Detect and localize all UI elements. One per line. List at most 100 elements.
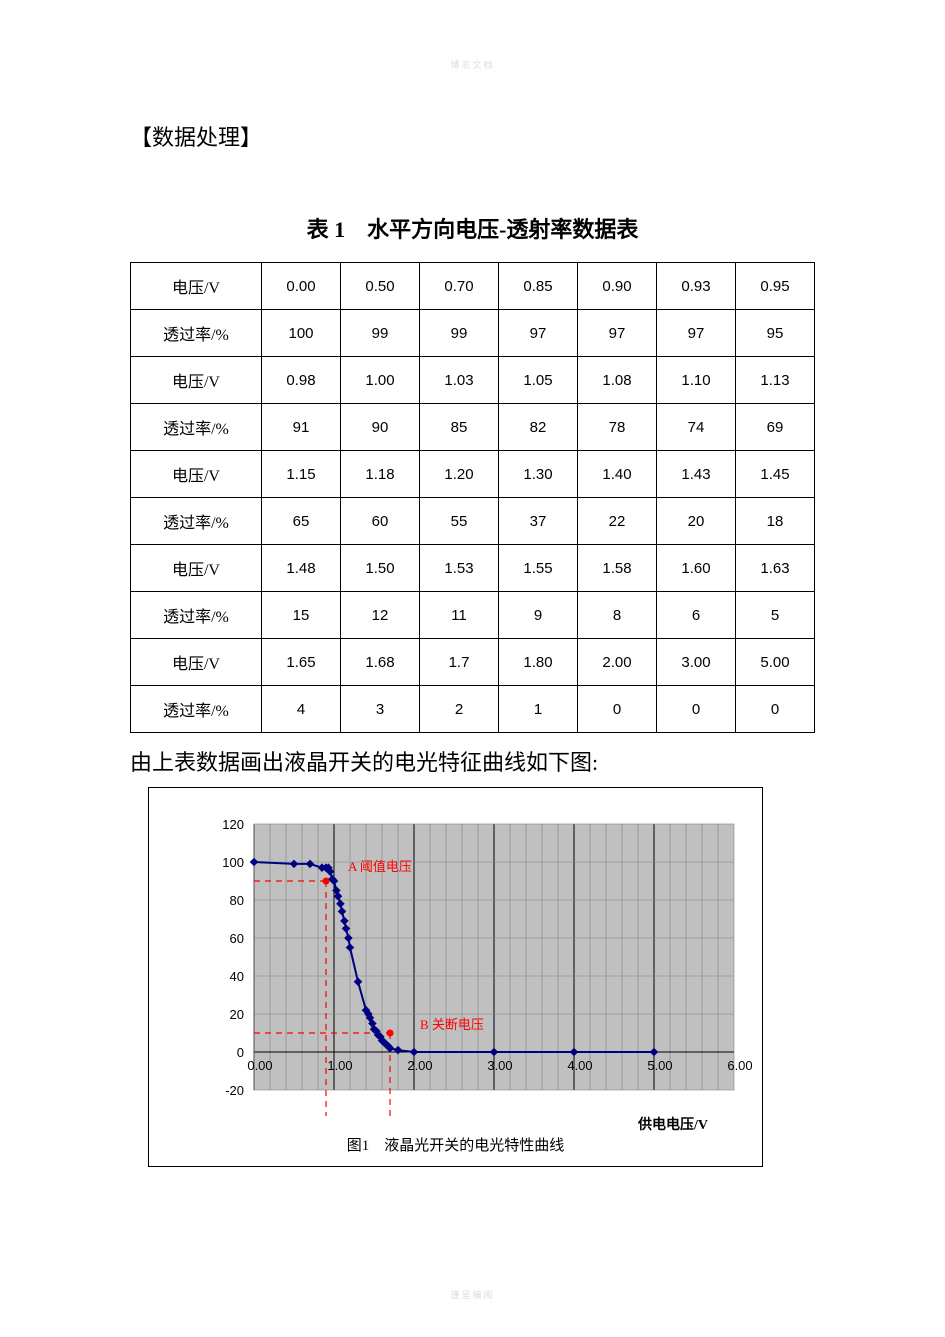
- table-cell: 11: [420, 592, 499, 639]
- table-cell: 1.03: [420, 357, 499, 404]
- svg-text:100: 100: [222, 855, 244, 870]
- table-cell: 0: [736, 686, 815, 733]
- svg-text:4.00: 4.00: [567, 1058, 592, 1073]
- svg-text:120: 120: [222, 817, 244, 832]
- row-header-voltage: 电压/V: [131, 357, 262, 404]
- table-cell: 0.70: [420, 263, 499, 310]
- table-cell: 1.50: [341, 545, 420, 592]
- chart-svg: -20 0 20 40 60 80 100 120 0.00 1.00 2.00 3.00 4.00 5.…: [149, 788, 763, 1167]
- table-cell: 100: [262, 310, 341, 357]
- table-cell: 95: [736, 310, 815, 357]
- svg-text:40: 40: [230, 969, 244, 984]
- chart-caption: 图1 液晶光开关的电光特性曲线: [149, 1134, 762, 1155]
- svg-text:2.00: 2.00: [407, 1058, 432, 1073]
- svg-text:20: 20: [230, 1007, 244, 1022]
- table-cell: 90: [341, 404, 420, 451]
- watermark-top: 博志文档: [0, 58, 945, 71]
- table-cell: 4: [262, 686, 341, 733]
- table-cell: 55: [420, 498, 499, 545]
- row-header-voltage: 电压/V: [131, 263, 262, 310]
- table-cell: 0.98: [262, 357, 341, 404]
- table-cell: 1.60: [657, 545, 736, 592]
- table-cell: 1.80: [499, 639, 578, 686]
- chart-container: -20 0 20 40 60 80 100 120 0.00 1.00 2.00 3.00 4.00 5.…: [148, 787, 763, 1167]
- table-cell: 99: [341, 310, 420, 357]
- table-cell: 0: [657, 686, 736, 733]
- svg-text:-20: -20: [225, 1083, 244, 1098]
- table-cell: 8: [578, 592, 657, 639]
- table-cell: 0: [578, 686, 657, 733]
- table-cell: 0.95: [736, 263, 815, 310]
- row-header-trans: 透过率/%: [131, 592, 262, 639]
- svg-text:80: 80: [230, 893, 244, 908]
- table-cell: 1.13: [736, 357, 815, 404]
- figure-intro: 由上表数据画出液晶开关的电光特征曲线如下图:: [130, 745, 815, 777]
- svg-text:B 关断电压: B 关断电压: [420, 1017, 484, 1032]
- table-cell: 0.00: [262, 263, 341, 310]
- table-cell: 1.15: [262, 451, 341, 498]
- table-cell: 9: [499, 592, 578, 639]
- table-cell: 0.90: [578, 263, 657, 310]
- table-cell: 69: [736, 404, 815, 451]
- svg-text:1.00: 1.00: [327, 1058, 352, 1073]
- table-cell: 1.55: [499, 545, 578, 592]
- table-cell: 1.30: [499, 451, 578, 498]
- table-cell: 2: [420, 686, 499, 733]
- row-header-voltage: 电压/V: [131, 639, 262, 686]
- svg-text:A 阈值电压: A 阈值电压: [348, 859, 412, 874]
- table-cell: 85: [420, 404, 499, 451]
- table-cell: 1.7: [420, 639, 499, 686]
- row-header-trans: 透过率/%: [131, 404, 262, 451]
- table-cell: 2.00: [578, 639, 657, 686]
- svg-text:5.00: 5.00: [647, 1058, 672, 1073]
- table-cell: 99: [420, 310, 499, 357]
- table-cell: 18: [736, 498, 815, 545]
- table-cell: 22: [578, 498, 657, 545]
- table-cell: 1: [499, 686, 578, 733]
- table-cell: 1.05: [499, 357, 578, 404]
- table-caption: 表 1 水平方向电压-透射率数据表: [130, 212, 815, 244]
- table-cell: 0.93: [657, 263, 736, 310]
- table-cell: 97: [499, 310, 578, 357]
- table-cell: 1.48: [262, 545, 341, 592]
- table-cell: 1.18: [341, 451, 420, 498]
- row-header-trans: 透过率/%: [131, 498, 262, 545]
- table-cell: 1.20: [420, 451, 499, 498]
- svg-text:6.00: 6.00: [727, 1058, 752, 1073]
- table-cell: 97: [657, 310, 736, 357]
- table-cell: 1.63: [736, 545, 815, 592]
- table-cell: 1.10: [657, 357, 736, 404]
- table-cell: 3.00: [657, 639, 736, 686]
- table-cell: 1.40: [578, 451, 657, 498]
- table-cell: 5.00: [736, 639, 815, 686]
- table-cell: 15: [262, 592, 341, 639]
- svg-text:60: 60: [230, 931, 244, 946]
- chart-xlabel: 供电电压/V: [638, 1114, 708, 1134]
- table-cell: 97: [578, 310, 657, 357]
- watermark-bot: 谨呈编阅: [0, 1288, 945, 1301]
- svg-text:0: 0: [237, 1045, 244, 1060]
- table-cell: 12: [341, 592, 420, 639]
- table-cell: 0.85: [499, 263, 578, 310]
- table-cell: 37: [499, 498, 578, 545]
- table-cell: 1.58: [578, 545, 657, 592]
- table-cell: 3: [341, 686, 420, 733]
- table-cell: 1.53: [420, 545, 499, 592]
- table-cell: 65: [262, 498, 341, 545]
- row-header-trans: 透过率/%: [131, 310, 262, 357]
- table-cell: 74: [657, 404, 736, 451]
- table-cell: 6: [657, 592, 736, 639]
- table-cell: 60: [341, 498, 420, 545]
- table-cell: 1.68: [341, 639, 420, 686]
- table-cell: 1.65: [262, 639, 341, 686]
- table-cell: 1.43: [657, 451, 736, 498]
- section-title: 【数据处理】: [130, 120, 815, 152]
- table-cell: 0.50: [341, 263, 420, 310]
- svg-text:0.00: 0.00: [247, 1058, 272, 1073]
- svg-text:3.00: 3.00: [487, 1058, 512, 1073]
- row-header-voltage: 电压/V: [131, 545, 262, 592]
- table-cell: 78: [578, 404, 657, 451]
- table-cell: 1.08: [578, 357, 657, 404]
- row-header-trans: 透过率/%: [131, 686, 262, 733]
- table-cell: 1.00: [341, 357, 420, 404]
